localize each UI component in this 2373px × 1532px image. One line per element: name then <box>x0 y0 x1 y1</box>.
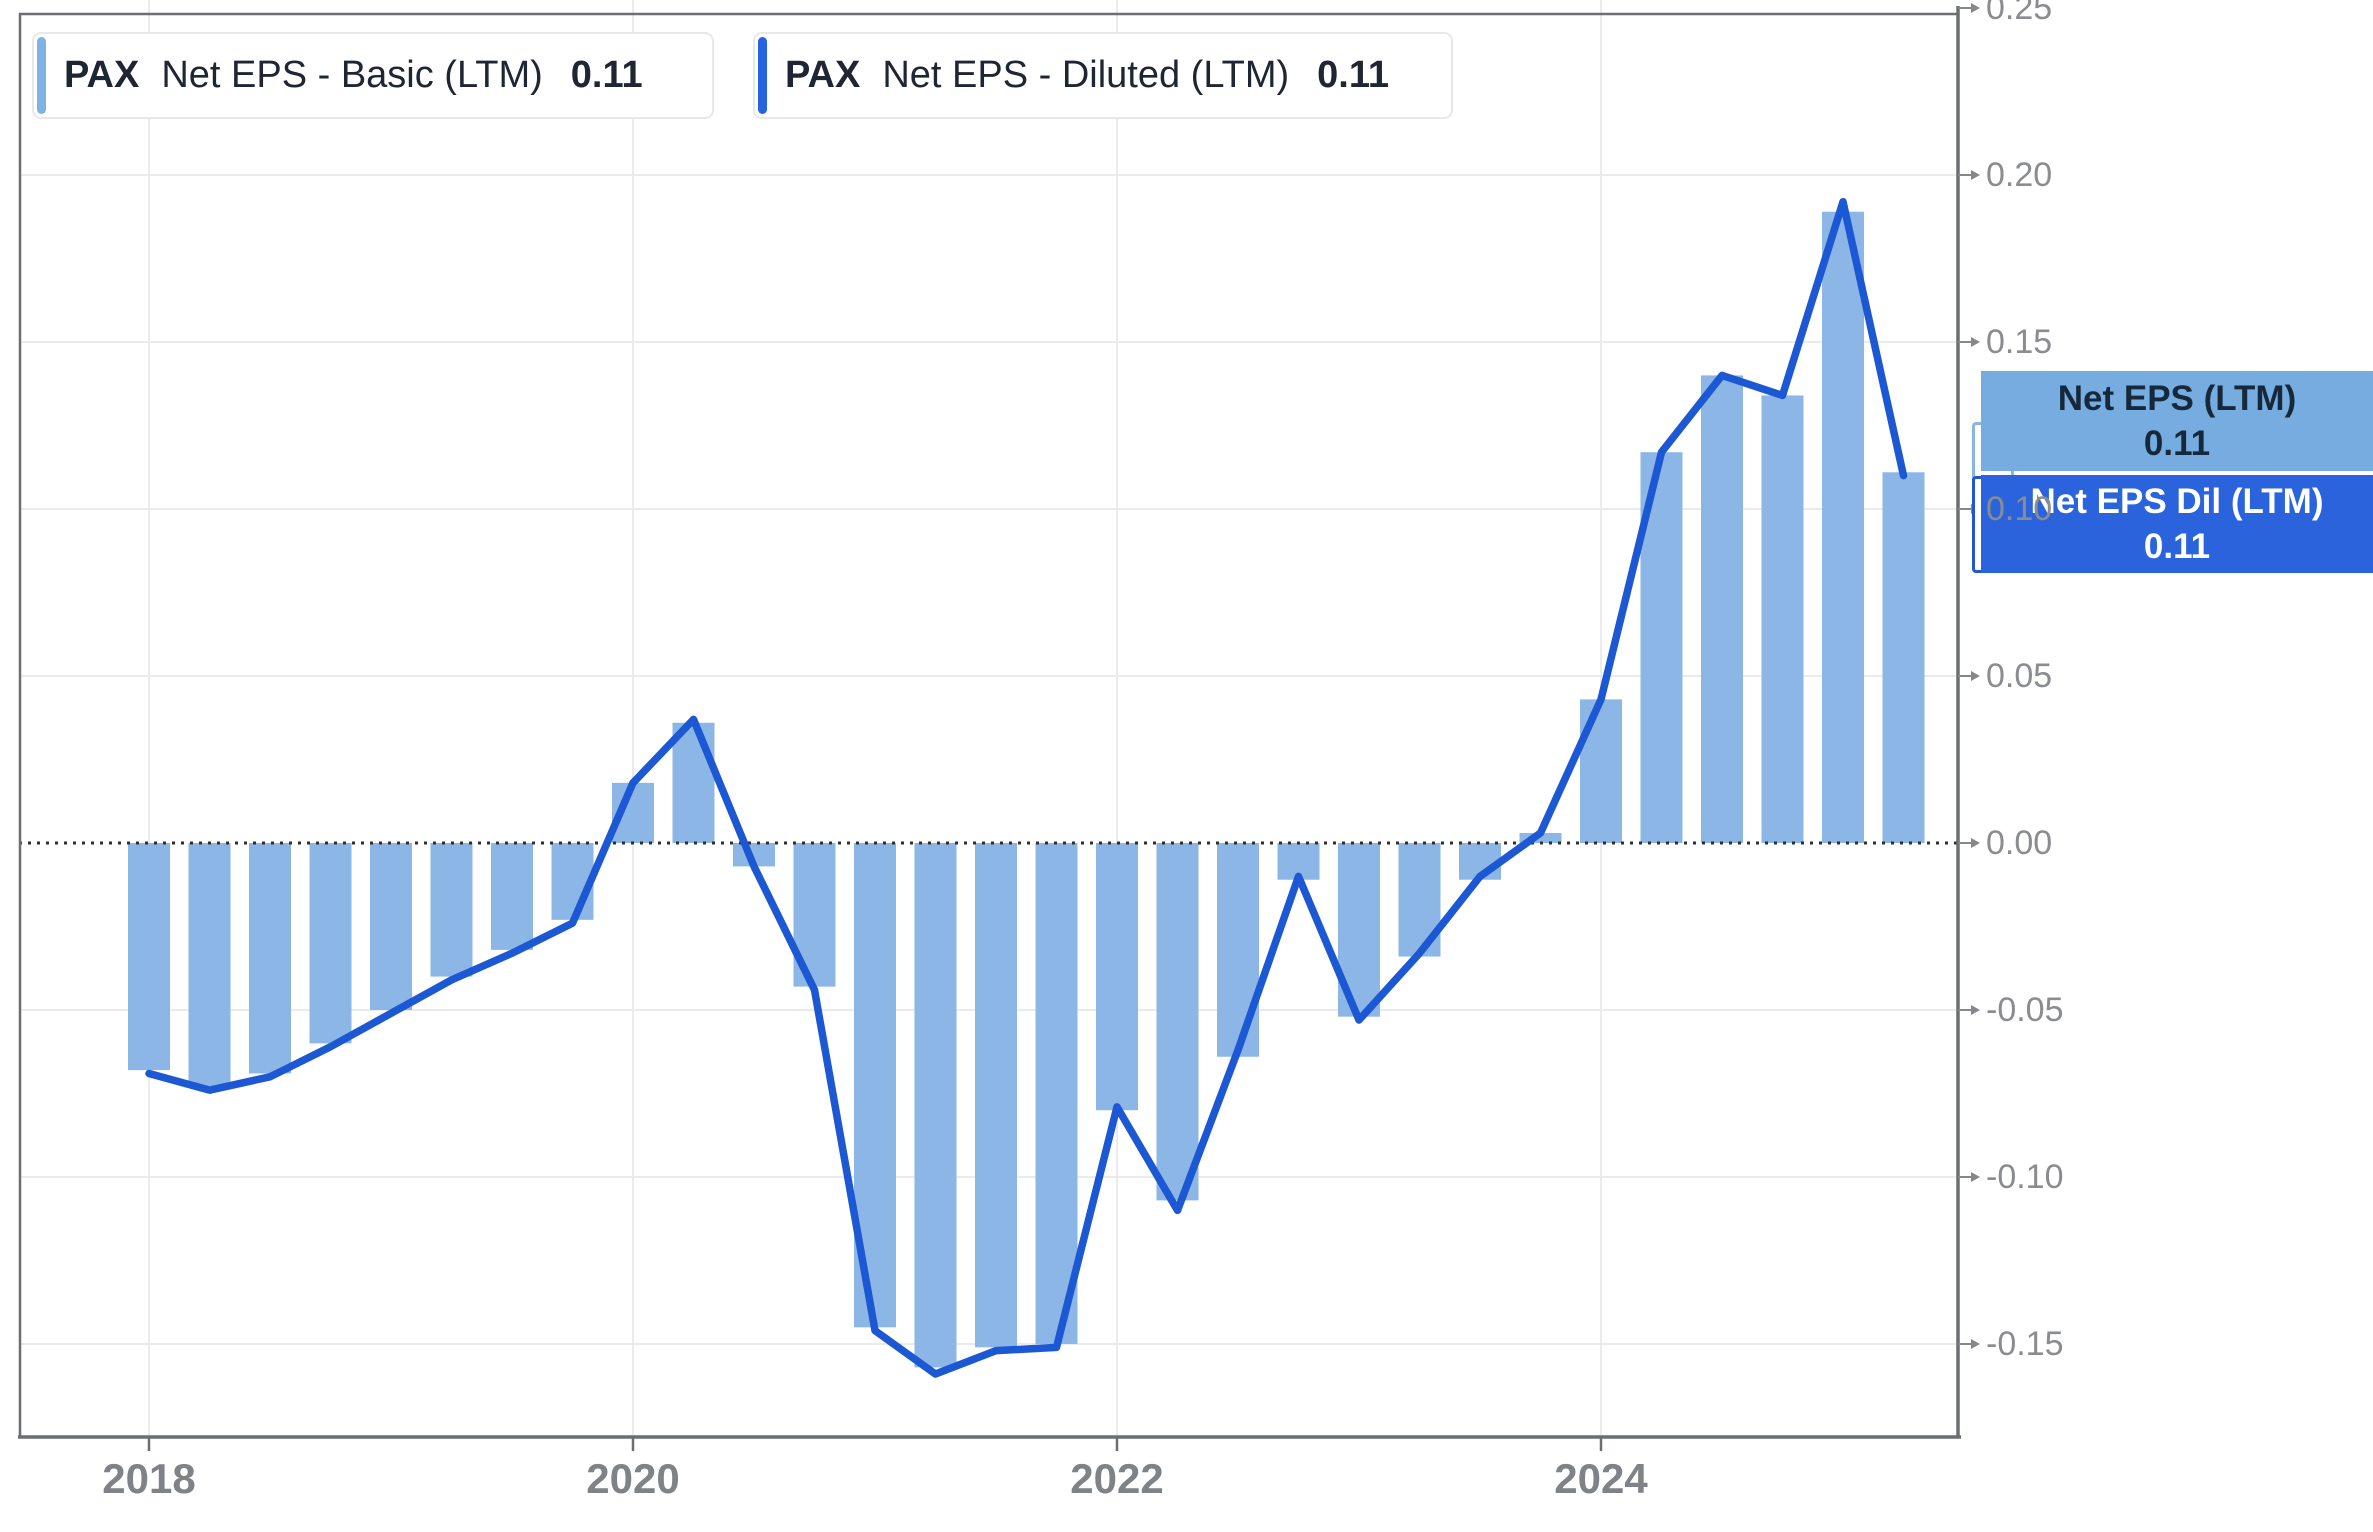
eps-basic-bar[interactable] <box>430 843 473 977</box>
eps-basic-bar[interactable] <box>672 722 715 843</box>
y-tick-arrow-icon <box>1971 838 1980 848</box>
badge-title: Net EPS Dil (LTM) <box>2030 482 2324 521</box>
basic-series-swatch-icon <box>37 37 46 114</box>
legend-item-basic[interactable]: PAX Net EPS - Basic (LTM) 0.11 <box>32 32 714 119</box>
legend-ticker: PAX <box>785 54 861 96</box>
eps-basic-bar[interactable] <box>1701 375 1743 843</box>
y-axis-label: 0.10 <box>1986 490 2053 528</box>
y-axis-label: -0.10 <box>1986 1158 2064 1196</box>
eps-basic-bar[interactable] <box>975 843 1017 1348</box>
legend-label: Net EPS - Diluted (LTM) <box>882 54 1290 96</box>
x-axis-label: 2020 <box>586 1455 679 1502</box>
eps-basic-bar[interactable] <box>309 843 352 1044</box>
y-axis-label: 0.15 <box>1986 323 2053 361</box>
basic-value-badge: Net EPS (LTM) 0.11 <box>1981 371 2373 471</box>
eps-basic-bar[interactable] <box>1822 211 1864 844</box>
y-axis-label: -0.05 <box>1986 991 2064 1029</box>
diluted-series-swatch-icon <box>758 37 767 114</box>
x-axis-label: 2024 <box>1554 1455 1648 1502</box>
y-tick-arrow-icon <box>1971 3 1980 13</box>
eps-basic-bar[interactable] <box>914 843 957 1368</box>
y-tick-arrow-icon <box>1971 671 1980 681</box>
eps-basic-bar[interactable] <box>1096 843 1138 1111</box>
y-tick-arrow-icon <box>1971 1172 1980 1182</box>
eps-basic-bar[interactable] <box>249 843 291 1074</box>
y-axis-label: -0.15 <box>1986 1325 2064 1363</box>
y-axis-label: 0.25 <box>1986 0 2053 27</box>
legend-item-diluted[interactable]: PAX Net EPS - Diluted (LTM) 0.11 <box>753 32 1453 119</box>
y-axis-label: 0.20 <box>1986 156 2053 194</box>
eps-basic-bar[interactable] <box>370 843 412 1010</box>
eps-basic-bar[interactable] <box>128 843 170 1071</box>
legend-value: 0.11 <box>570 54 643 96</box>
y-axis-label: 0.00 <box>1986 824 2053 862</box>
eps-basic-bar[interactable] <box>1035 843 1078 1344</box>
eps-basic-bar[interactable] <box>1519 832 1562 843</box>
legend-value: 0.11 <box>1317 54 1390 96</box>
eps-basic-bar[interactable] <box>1882 472 1925 843</box>
eps-basic-bar[interactable] <box>188 843 231 1087</box>
eps-basic-bar[interactable] <box>1156 843 1199 1201</box>
eps-basic-bar[interactable] <box>1580 699 1622 843</box>
y-tick-arrow-icon <box>1971 1339 1980 1349</box>
eps-diluted-line[interactable] <box>145 197 1908 1378</box>
y-tick-arrow-icon <box>1971 170 1980 180</box>
x-axis-label: 2018 <box>102 1455 195 1502</box>
eps-basic-bar[interactable] <box>491 843 533 950</box>
y-tick-arrow-icon <box>1971 337 1980 347</box>
diluted-value-badge: Net EPS Dil (LTM) 0.11 <box>1981 475 2373 573</box>
eps-basic-bar[interactable] <box>1217 843 1259 1057</box>
y-tick-arrow-icon <box>1971 1005 1980 1015</box>
x-axis-label: 2022 <box>1070 1455 1163 1502</box>
y-axis-label: 0.05 <box>1986 657 2053 695</box>
legend-label: Net EPS - Basic (LTM) <box>161 54 543 96</box>
eps-basic-bar[interactable] <box>1761 395 1804 843</box>
legend-ticker: PAX <box>64 54 140 96</box>
badge-value: 0.11 <box>2143 527 2211 566</box>
badge-value: 0.11 <box>2143 424 2211 463</box>
legend: PAX Net EPS - Basic (LTM) 0.11 PAX Net E… <box>32 32 1453 119</box>
badge-title: Net EPS (LTM) <box>2057 379 2297 418</box>
